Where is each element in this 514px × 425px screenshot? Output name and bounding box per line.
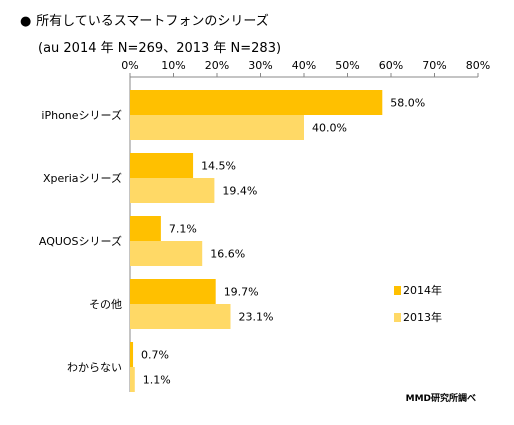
chart-subtitle: (au 2014 年 N=269、2013 年 N=283) [38,41,282,56]
x-tick-label: 60% [379,59,403,72]
category-label: iPhoneシリーズ [41,108,122,122]
bar [130,90,383,115]
bar [130,279,216,304]
data-label: 19.4% [222,185,257,198]
data-label: 14.5% [201,160,236,173]
bar [130,153,194,178]
x-tick-label: 70% [422,59,446,72]
x-tick-label: 30% [248,59,272,72]
source-credit: MMD研究所調べ [406,392,476,404]
data-label: 58.0% [390,97,425,110]
chart-title: ● 所有しているスマートフォンのシリーズ [20,10,269,29]
legend-label: 2014年 [403,283,442,297]
x-tick-label: 50% [335,59,359,72]
x-tick-label: 40% [292,59,316,72]
data-label: 16.6% [210,248,245,261]
x-tick-label: 20% [205,59,229,72]
data-label: 1.1% [143,374,171,387]
bar [130,241,203,266]
bar [130,178,215,203]
category-label: AQUOSシリーズ [39,234,122,248]
legend-swatch [394,313,401,322]
bar [130,115,304,140]
data-label: 19.7% [224,286,259,299]
bar [130,342,134,367]
chart-title-text: 所有しているスマートフォンのシリーズ [36,14,269,29]
category-label: Xperiaシリーズ [43,171,122,185]
data-label: 40.0% [312,122,347,135]
bar [130,216,161,241]
category-label: わからない [67,361,122,374]
bar [130,367,135,392]
data-label: 23.1% [238,311,273,324]
data-label: 7.1% [169,223,197,236]
bar [130,304,231,329]
x-tick-label: 80% [466,59,490,72]
bullet-icon: ● [20,14,32,29]
data-label: 0.7% [141,349,169,362]
x-tick-label: 0% [121,59,138,72]
x-tick-label: 10% [161,59,185,72]
legend-label: 2013年 [403,310,442,324]
legend-swatch [394,286,401,295]
category-label: その他 [89,298,122,311]
